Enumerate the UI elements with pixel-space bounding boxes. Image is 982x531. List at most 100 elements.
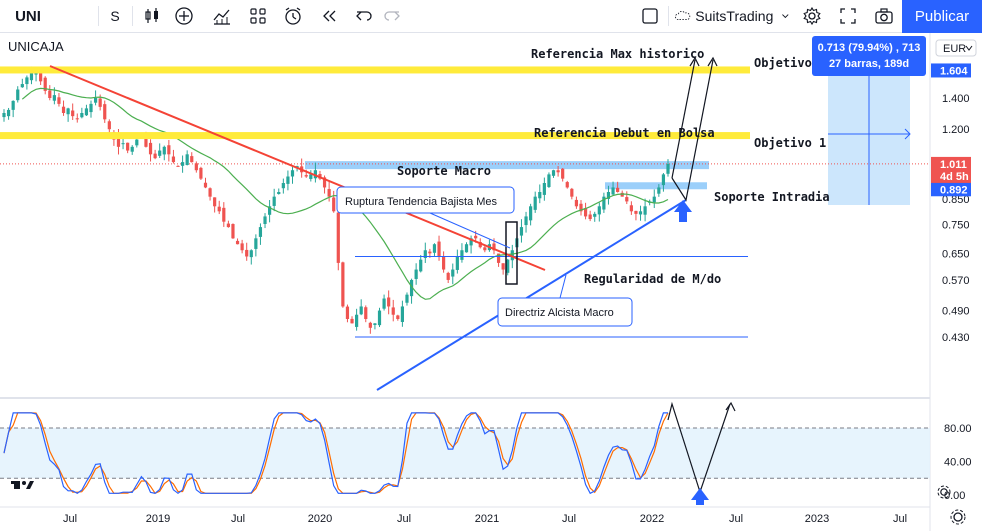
candles-style-icon[interactable] [140, 4, 164, 28]
candle-body [153, 153, 157, 159]
top-toolbar: UNI S SuitsTrading Publicar [0, 0, 982, 33]
bearish-trendline[interactable] [49, 65, 546, 271]
candle-body [20, 84, 24, 88]
up-arrow-icon [674, 200, 692, 222]
candle-body [71, 110, 75, 117]
candle-body [116, 136, 121, 147]
candle-body [226, 223, 230, 228]
label-objetivo: Objetivo [754, 56, 812, 70]
measure-tooltip-line1: 0.713 (79.94%) , 713 [818, 42, 921, 54]
soporte-intradia-zone[interactable] [605, 182, 707, 190]
time-tick-label: Jul [562, 513, 576, 525]
candle-body [6, 109, 11, 117]
publish-button[interactable]: Publicar [902, 0, 982, 33]
currency-selector[interactable]: EUR [935, 39, 977, 57]
symbol-search-button[interactable]: UNI [15, 7, 41, 25]
candle-body [309, 174, 313, 179]
directriz-callout-box[interactable] [497, 297, 633, 327]
candle-body [345, 306, 350, 319]
candle-body [524, 216, 528, 226]
chevron-down-icon [782, 14, 789, 19]
add-indicator-icon[interactable] [172, 4, 196, 28]
candle-body [25, 77, 29, 85]
candle-body [48, 90, 52, 98]
chart-area[interactable]: Referencia Max historico Objetivo Referenc… [0, 33, 982, 531]
candle-body [364, 307, 368, 319]
osc-tick-label: 80.00 [944, 423, 972, 435]
candle-body [75, 118, 79, 120]
label-objetivo1: Objetivo 1 [754, 136, 826, 150]
candle-body [107, 121, 111, 130]
candle-body [538, 192, 542, 199]
candle-body [263, 216, 267, 224]
replay-icon[interactable] [318, 4, 342, 28]
fullscreen-icon[interactable] [836, 4, 860, 28]
candle-body [414, 269, 418, 279]
candle-body [29, 70, 34, 81]
target-price-tag: 1.604 [940, 65, 968, 77]
candle-body [474, 235, 478, 239]
candle-body [327, 189, 331, 197]
candle-body [405, 294, 409, 303]
candle-body [98, 98, 102, 107]
camera-icon[interactable] [872, 4, 896, 28]
redo-icon[interactable] [380, 4, 404, 28]
candle-body [66, 108, 70, 115]
settings-gear-icon[interactable] [800, 4, 824, 28]
candle-body [561, 168, 565, 179]
candle-body [616, 187, 620, 193]
layout-selector[interactable]: SuitsTrading [674, 4, 790, 28]
time-tick-label: 2022 [640, 513, 664, 525]
candle-body [222, 207, 226, 222]
bullish-trendline[interactable] [376, 199, 687, 391]
candle-body [203, 182, 208, 188]
candle-body [313, 170, 317, 179]
arrowhead [689, 56, 700, 67]
interval-button[interactable]: S [110, 8, 120, 24]
ruptura-callout-box[interactable] [336, 186, 515, 214]
max-historico-level[interactable] [0, 66, 750, 74]
debut-level[interactable] [0, 132, 750, 140]
candle-body [341, 262, 345, 307]
stoch-projection [667, 401, 731, 494]
candle-body [130, 146, 134, 152]
candle-body [350, 318, 354, 324]
indicators-icon[interactable] [210, 4, 234, 28]
label-soporte-intradia: Soporte Intradia [714, 190, 830, 204]
candle-body [547, 174, 551, 187]
candle-body [382, 298, 386, 309]
candle-body [144, 135, 148, 147]
currency-label: EUR [943, 43, 966, 55]
candle-body [574, 199, 579, 207]
breakout-box[interactable] [505, 221, 518, 285]
candle-body [565, 182, 569, 188]
toolbar-divider [132, 6, 133, 26]
layout-name: SuitsTrading [695, 8, 774, 24]
candle-body [478, 241, 482, 248]
candle-body [492, 243, 496, 251]
candle-body [533, 196, 537, 210]
alert-clock-icon[interactable] [281, 4, 305, 28]
templates-grid-icon[interactable] [246, 4, 270, 28]
chart-settings-gear-icon[interactable] [950, 509, 966, 525]
candle-body [2, 113, 6, 118]
candle-body [377, 310, 382, 326]
soporte-macro-zone[interactable] [305, 161, 709, 170]
undo-icon[interactable] [352, 4, 376, 28]
osc-gear-icon[interactable] [937, 485, 951, 499]
candle-body [176, 165, 180, 167]
candle-body [16, 89, 20, 101]
candle-body [80, 113, 84, 118]
candle-body [290, 170, 295, 177]
candle-body [336, 212, 340, 263]
candle-body [652, 196, 656, 203]
candle-body [208, 188, 212, 197]
candle-body [387, 297, 391, 307]
price-tick-label: 0.490 [942, 306, 970, 318]
select-square-icon[interactable] [638, 4, 662, 28]
candle-body [368, 322, 372, 328]
osc-tick-label: 0.00 [944, 490, 965, 502]
label-regularidad: Regularidad de M/do [584, 272, 721, 286]
candle-body [643, 206, 647, 215]
candle-body [245, 249, 249, 257]
